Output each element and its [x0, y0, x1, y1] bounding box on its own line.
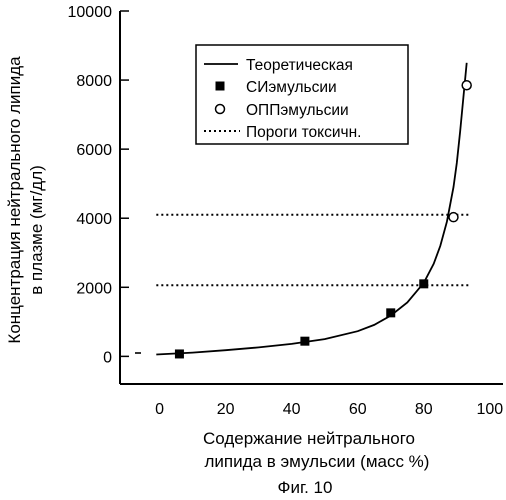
- opp-emulsion-point: [462, 81, 471, 90]
- x-ticks: 0 20 40 60 80 100: [155, 401, 503, 418]
- y-axis-title-line1: Концентрация нейтрального липида: [5, 56, 24, 344]
- legend-label: Теоретическая: [246, 57, 353, 74]
- x-axis-title-line2: липида в эмульсии (масс %): [205, 452, 430, 471]
- y-tick-label: 10000: [68, 4, 113, 21]
- legend-label: ОППэмульсии: [246, 102, 349, 119]
- y-tick-label: 8000: [76, 73, 112, 90]
- x-tick-label: 0: [155, 401, 164, 418]
- legend-symbol-filled-square: [216, 82, 225, 91]
- x-axis-title-line1: Содержание нейтрального: [203, 429, 415, 448]
- legend-symbol-open-circle: [216, 105, 225, 114]
- x-tick-label: 20: [217, 401, 235, 418]
- x-tick-label: 80: [415, 401, 433, 418]
- threshold-lines: [156, 215, 470, 285]
- si-emulsion-point: [386, 308, 395, 317]
- x-tick-label: 60: [349, 401, 367, 418]
- legend: Теоретическая СИэмульсии ОППэмульсии Пороги…: [196, 45, 408, 144]
- si-emulsion-point: [419, 279, 428, 288]
- opp-emulsion-point: [449, 213, 458, 222]
- x-tick-label: 100: [476, 401, 503, 418]
- legend-label: Пороги токсичн.: [246, 124, 361, 141]
- figure-caption: Фиг. 10: [278, 478, 333, 497]
- y-axis-title-line2: в плазме (мг/дл): [27, 165, 46, 295]
- x-tick-label: 40: [283, 401, 301, 418]
- y-tick-label: 2000: [76, 280, 112, 297]
- si-emulsion-point: [175, 349, 184, 358]
- y-tick-label: 6000: [76, 142, 112, 159]
- legend-label: СИэмульсии: [246, 79, 337, 96]
- y-tick-label: 0: [103, 349, 112, 366]
- si-emulsion-point: [300, 337, 309, 346]
- y-tick-label: 4000: [76, 211, 112, 228]
